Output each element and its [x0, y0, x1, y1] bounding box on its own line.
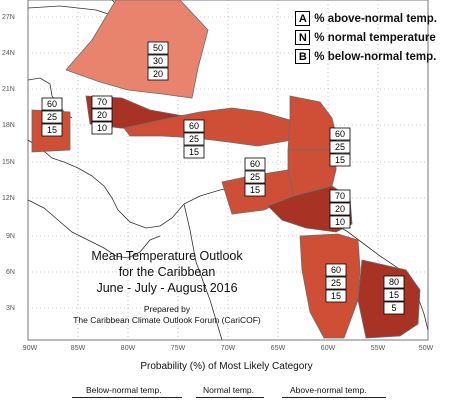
lat-label-3: 18N [2, 122, 15, 129]
map-legend: A % above-normal temp. N % normal temper… [295, 10, 437, 67]
scale-line-normal [196, 397, 264, 398]
prob-value: 20 [335, 204, 345, 214]
prob-value: 5 [391, 303, 396, 313]
legend-row-normal: N % normal temperature [295, 29, 437, 46]
prob-value: 15 [250, 185, 260, 195]
prob-stack-cuba-jamaica: 70 20 10 [91, 95, 113, 135]
central-america-pacific [27, 199, 161, 259]
legend-text: % above-normal temp. [314, 12, 437, 25]
lat-label-5: 12N [2, 195, 15, 202]
scale-category-above: Above-normal temp. [290, 385, 367, 395]
lon-label-4: 70W [221, 345, 236, 352]
lon-label-6: 60W [321, 345, 336, 352]
lon-label-3: 75W [171, 345, 186, 352]
lon-label-7: 55W [371, 345, 386, 352]
prob-value: 25 [250, 172, 260, 182]
scale-category-below: Below-normal temp. [86, 385, 162, 395]
lat-label-0: 27N [2, 14, 15, 21]
prob-value: 60 [47, 99, 57, 109]
legend-row-below: B % below-normal temp. [295, 48, 437, 65]
lat-label-2: 21N [2, 86, 15, 93]
prob-value: 30 [153, 56, 163, 66]
prob-stack-guyana: 60 25 15 [325, 263, 347, 303]
probability-scale-title: Probability (%) of Most Likely Category [140, 361, 313, 372]
legend-key: B [295, 49, 311, 64]
prob-stack-belize: 60 25 15 [41, 97, 63, 137]
probability-boxes: 50 30 20 60 25 15 70 20 10 60 25 [41, 41, 405, 315]
prob-value: 60 [250, 159, 260, 169]
legend-row-above: A % above-normal temp. [295, 10, 437, 27]
prob-value: 25 [331, 278, 341, 288]
prob-value: 10 [335, 217, 345, 227]
lat-label-8: 3N [6, 305, 15, 312]
scale-line-above [282, 397, 386, 398]
prob-value: 50 [153, 43, 163, 53]
south-america-inland [183, 203, 223, 341]
prob-value: 15 [389, 290, 399, 300]
map-credit: Prepared by The Caribbean Climate Outloo… [62, 304, 272, 326]
prob-value: 70 [335, 191, 345, 201]
lat-label-7: 6N [6, 269, 15, 276]
central-america-coast [27, 139, 185, 229]
prob-value: 25 [335, 142, 345, 152]
prob-stack-windward: 70 20 10 [329, 189, 351, 229]
lon-label-1: 85W [71, 345, 86, 352]
prob-value: 15 [331, 291, 341, 301]
prob-value: 15 [189, 147, 199, 157]
prob-value: 10 [97, 123, 107, 133]
latitude-labels: 27N 24N 21N 18N 15N 12N 9N 6N 3N [2, 14, 15, 312]
map-title: Mean Temperature Outlook for the Caribbe… [62, 248, 272, 296]
prob-stack-hispaniola: 60 25 15 [183, 119, 205, 159]
prob-value: 20 [97, 110, 107, 120]
legend-key: N [295, 30, 311, 45]
prob-value: 70 [97, 97, 107, 107]
scale-line-below [72, 397, 182, 398]
legend-key: A [295, 11, 311, 26]
map-title-line: June - July - August 2016 [96, 281, 238, 295]
lon-label-2: 80W [121, 345, 136, 352]
lat-label-4: 15N [2, 159, 15, 166]
prob-stack-leeward: 60 25 15 [329, 127, 351, 167]
prob-stack-bahamas: 50 30 20 [147, 41, 169, 81]
credit-line: The Caribbean Climate Outlook Forum (Car… [73, 315, 261, 325]
prob-stack-abc-islands: 60 25 15 [244, 157, 266, 197]
prob-value: 25 [189, 134, 199, 144]
prob-value: 60 [335, 129, 345, 139]
lat-label-1: 24N [2, 50, 15, 57]
scale-category-normal: Normal temp. [203, 385, 255, 395]
prob-value: 25 [47, 112, 57, 122]
lon-label-8: 50W [419, 345, 434, 352]
lat-label-6: 9N [6, 233, 15, 240]
region-bahamas [65, 0, 209, 99]
map-title-line: for the Caribbean [118, 265, 216, 279]
prob-value: 15 [47, 125, 57, 135]
lon-label-0: 90W [23, 345, 38, 352]
credit-line: Prepared by [143, 304, 191, 314]
legend-text: % normal temperature [314, 31, 436, 44]
prob-value: 80 [389, 277, 399, 287]
longitude-labels: 90W 85W 80W 75W 70W 65W 60W 55W 50W [23, 345, 434, 352]
prob-value: 60 [331, 265, 341, 275]
map-title-line: Mean Temperature Outlook [91, 249, 243, 263]
prob-value: 20 [153, 69, 163, 79]
prob-value: 15 [335, 155, 345, 165]
prob-value: 60 [189, 121, 199, 131]
prob-stack-suriname-guiana: 80 15 5 [383, 275, 405, 315]
lon-label-5: 65W [271, 345, 286, 352]
legend-text: % below-normal temp. [314, 50, 437, 63]
